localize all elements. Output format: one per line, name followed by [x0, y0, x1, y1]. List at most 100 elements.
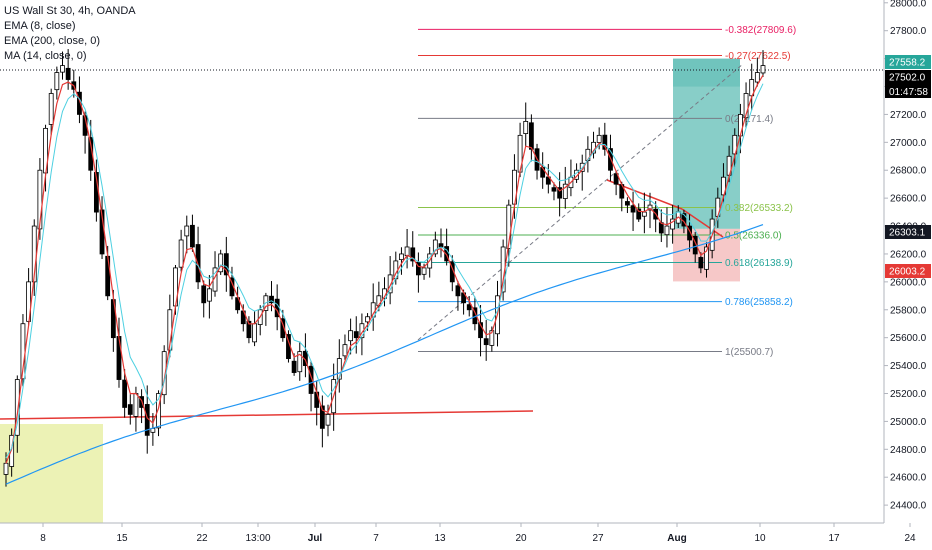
- candle-body: [760, 65, 766, 74]
- price-tick-label: 26000.0: [890, 277, 927, 288]
- time-tick-label: 10: [754, 533, 766, 544]
- candle-body: [698, 257, 704, 269]
- candle-body: [60, 65, 65, 73]
- countdown-bg: [885, 84, 931, 98]
- candle-body: [291, 360, 297, 373]
- candle-body: [483, 338, 489, 346]
- candle-body: [116, 336, 122, 380]
- price-tick-label: 25400.0: [890, 361, 927, 372]
- candle-body: [54, 72, 60, 91]
- fib-level-label: 0.5(26336.0): [725, 230, 782, 241]
- candle-body: [156, 393, 161, 429]
- price-tick-label: 25600.0: [890, 333, 927, 344]
- candle-body: [692, 235, 698, 255]
- candle-body: [466, 304, 472, 311]
- time-tick-label: Jul: [308, 533, 323, 544]
- candle-body: [314, 391, 320, 408]
- price-tick-label: 26600.0: [890, 194, 927, 205]
- candle-body: [399, 253, 404, 261]
- candle-body: [404, 246, 410, 256]
- long-position-profit-upper: [673, 58, 740, 87]
- legend-ma14[interactable]: MA (14, close, 0): [4, 50, 87, 62]
- candle-body: [223, 253, 229, 276]
- candle-body: [48, 93, 54, 125]
- time-tick-label: 7: [373, 533, 379, 544]
- ema200-line: [5, 224, 764, 485]
- candle-body: [602, 134, 608, 150]
- candle-body: [596, 134, 602, 143]
- chart-legend: US Wall St 30, 4h, OANDA EMA (8, close) …: [4, 4, 136, 64]
- candle-body: [297, 351, 303, 373]
- candle-body: [319, 405, 325, 429]
- candle-body: [421, 267, 427, 275]
- candle-body: [342, 344, 348, 357]
- candle-body: [206, 288, 212, 302]
- legend-ema200[interactable]: EMA (200, close, 0): [4, 35, 100, 47]
- candle-body: [133, 393, 139, 417]
- candle-body: [353, 331, 359, 339]
- candle-body: [687, 225, 692, 241]
- price-countdown: 01:47:58: [889, 87, 928, 98]
- candle-body: [528, 122, 534, 150]
- candle-body: [252, 323, 257, 343]
- candle-body: [325, 414, 331, 426]
- long-position-profit-zone: [673, 58, 740, 229]
- time-tick-label: 20: [515, 533, 527, 544]
- support-trendline: [0, 410, 534, 420]
- candle-body: [410, 247, 416, 262]
- price-tick-label: 28000.0: [890, 0, 927, 9]
- candle-body: [432, 239, 438, 255]
- legend-symbol[interactable]: US Wall St 30, 4h, OANDA: [4, 5, 136, 17]
- legend-ema8[interactable]: EMA (8, close): [4, 20, 76, 32]
- price-tag-stop: 26003.2: [889, 267, 926, 278]
- price-tick-label: 24600.0: [890, 473, 927, 484]
- price-tick-label: 25800.0: [890, 305, 927, 316]
- candle-body: [647, 204, 653, 211]
- candle-body: [743, 93, 749, 119]
- candle-body: [557, 187, 563, 199]
- candle-body: [348, 330, 354, 342]
- candle-body: [523, 120, 529, 134]
- candle-body: [478, 322, 483, 339]
- price-tick-label: 25200.0: [890, 389, 927, 400]
- price-tag-current-bg: [885, 70, 931, 84]
- candle-body: [636, 208, 642, 220]
- price-tag-target: 27558.2: [889, 58, 926, 69]
- time-tick-label: 13: [434, 533, 446, 544]
- candle-body: [122, 379, 128, 408]
- time-tick-label: 27: [592, 533, 604, 544]
- candle-body: [246, 320, 252, 339]
- ma14-line: [5, 83, 764, 458]
- price-tick-label: 26200.0: [890, 249, 927, 260]
- candle-body: [562, 183, 568, 199]
- price-tick-label: 27800.0: [890, 26, 927, 37]
- price-tick-label: 26800.0: [890, 166, 927, 177]
- price-tag-ema-bg: [885, 225, 931, 239]
- candle-body: [630, 205, 636, 213]
- candle-body: [387, 274, 393, 294]
- fib-level-label: 0.786(25858.2): [725, 297, 793, 308]
- price-tag-stop-bg: [885, 264, 931, 278]
- candles-group: [3, 49, 766, 487]
- candle-body: [37, 169, 43, 230]
- candle-body: [201, 285, 207, 304]
- candle-body: [280, 318, 286, 339]
- time-tick-label: 15: [116, 533, 128, 544]
- candle-body: [308, 365, 314, 394]
- price-tag-current: 27502.0: [889, 73, 926, 84]
- candle-body: [365, 316, 370, 323]
- candle-body: [190, 224, 195, 248]
- candle-body: [178, 239, 184, 268]
- candle-body: [738, 114, 743, 137]
- candle-body: [625, 201, 630, 206]
- candle-body: [184, 225, 190, 237]
- candle-body: [754, 72, 760, 83]
- descending-trendline-ext: [681, 208, 724, 238]
- time-tick-label: 17: [828, 533, 840, 544]
- time-tick-label: 13:00: [245, 533, 270, 544]
- candle-body: [3, 462, 9, 475]
- candle-body: [664, 225, 670, 236]
- candle-body: [641, 211, 647, 217]
